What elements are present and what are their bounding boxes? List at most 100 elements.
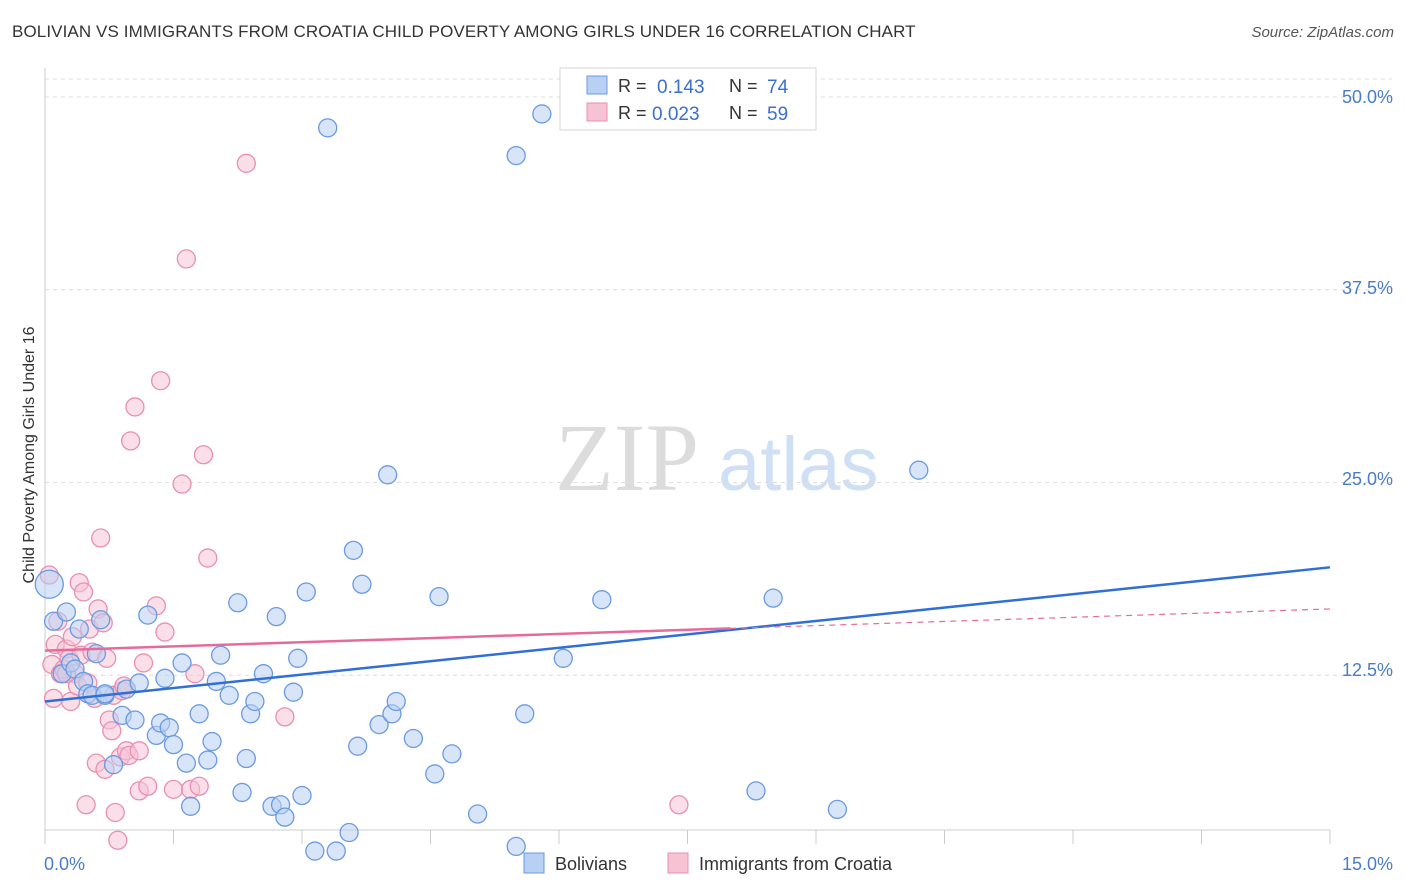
data-point bbox=[129, 741, 149, 761]
data-point bbox=[219, 685, 239, 705]
legend-r-value-pink: 0.023 bbox=[652, 104, 700, 125]
data-point bbox=[103, 755, 124, 775]
legend-n-value-blue: 74 bbox=[767, 77, 789, 98]
data-point bbox=[532, 104, 552, 124]
data-point bbox=[121, 431, 141, 451]
data-point bbox=[283, 682, 304, 702]
data-point bbox=[288, 648, 308, 668]
data-point bbox=[138, 776, 158, 796]
data-point bbox=[236, 153, 256, 173]
x-tick-label: 15.0% bbox=[1342, 854, 1393, 874]
data-point bbox=[506, 145, 526, 166]
data-point bbox=[108, 830, 128, 850]
data-point bbox=[176, 249, 197, 269]
data-point bbox=[305, 841, 325, 861]
data-point bbox=[202, 731, 222, 752]
legend-n-label: N = bbox=[729, 76, 758, 96]
data-point bbox=[425, 764, 445, 784]
data-point bbox=[34, 569, 64, 599]
data-point bbox=[386, 691, 406, 712]
trend-line-croatia bbox=[44, 627, 731, 652]
data-point bbox=[318, 118, 338, 138]
data-point bbox=[467, 804, 488, 824]
data-point bbox=[189, 776, 209, 796]
data-point bbox=[429, 586, 449, 607]
data-point bbox=[763, 588, 783, 608]
data-point bbox=[198, 750, 218, 770]
y-tick-label: 12.5% bbox=[1342, 660, 1393, 680]
data-point bbox=[352, 574, 372, 594]
data-point bbox=[506, 836, 526, 857]
data-point bbox=[553, 648, 573, 668]
bottom-legend-croatia: Immigrants from Croatia bbox=[699, 854, 893, 874]
data-point bbox=[150, 371, 171, 391]
data-point bbox=[746, 781, 766, 801]
data-point bbox=[348, 736, 368, 756]
data-point bbox=[73, 582, 94, 602]
data-point bbox=[236, 748, 256, 769]
bottom-legend-bolivians: Bolivians bbox=[555, 854, 627, 874]
source-label: Source: ZipAtlas.com bbox=[1251, 24, 1394, 41]
data-point bbox=[159, 718, 179, 738]
data-point bbox=[592, 590, 612, 610]
data-point bbox=[193, 445, 214, 465]
data-point bbox=[266, 607, 286, 627]
series-bolivians-points bbox=[34, 104, 929, 861]
legend-n-value-pink: 59 bbox=[767, 104, 788, 125]
legend-box: R = 0.143 N = 74 R = 0.023 N = 59 bbox=[559, 67, 817, 131]
bottom-legend-swatch-pink bbox=[667, 852, 689, 874]
bottom-legend: Bolivians Immigrants from Croatia bbox=[523, 852, 893, 874]
data-point bbox=[369, 714, 389, 735]
data-point bbox=[91, 528, 111, 548]
data-point bbox=[206, 671, 226, 692]
data-point bbox=[185, 664, 205, 684]
data-point bbox=[343, 540, 364, 560]
data-point bbox=[198, 548, 218, 568]
data-point bbox=[189, 704, 209, 724]
data-point bbox=[292, 785, 312, 806]
data-point bbox=[296, 582, 316, 602]
trend-line-croatia-extrapolated bbox=[730, 608, 1331, 629]
data-point bbox=[176, 753, 197, 773]
x-tick-label: 0.0% bbox=[44, 854, 85, 874]
legend-r-label: R = bbox=[618, 103, 647, 123]
data-point bbox=[403, 728, 424, 749]
legend-r-value-blue: 0.143 bbox=[657, 77, 705, 98]
watermark-zip: ZIP bbox=[555, 404, 699, 511]
data-point bbox=[232, 782, 252, 803]
axes bbox=[44, 68, 1331, 844]
data-point bbox=[210, 645, 231, 665]
bottom-legend-swatch-blue bbox=[523, 852, 545, 874]
y-tick-label: 50.0% bbox=[1342, 87, 1393, 107]
data-point bbox=[326, 841, 346, 861]
data-point bbox=[129, 673, 149, 693]
data-point bbox=[180, 796, 201, 816]
trend-lines bbox=[44, 566, 1331, 703]
data-point bbox=[76, 795, 96, 815]
data-point bbox=[86, 644, 107, 664]
data-point bbox=[172, 653, 192, 673]
data-point bbox=[172, 474, 192, 494]
data-point bbox=[105, 802, 125, 823]
data-point bbox=[102, 721, 122, 741]
data-point bbox=[138, 605, 158, 625]
data-point bbox=[442, 744, 462, 764]
data-point bbox=[91, 610, 111, 630]
data-point bbox=[133, 653, 154, 673]
data-point bbox=[827, 799, 848, 820]
y-tick-label: 37.5% bbox=[1342, 278, 1393, 298]
data-point bbox=[515, 704, 535, 724]
data-point bbox=[228, 593, 248, 613]
legend-r-label: R = bbox=[618, 76, 647, 96]
data-point bbox=[69, 619, 89, 639]
legend-n-label: N = bbox=[729, 103, 758, 123]
trend-line-bolivians bbox=[44, 566, 1331, 703]
legend-swatch-blue bbox=[586, 75, 608, 95]
data-point bbox=[155, 668, 175, 688]
y-tick-label: 25.0% bbox=[1342, 469, 1393, 489]
data-point bbox=[275, 707, 295, 727]
data-point bbox=[378, 465, 398, 485]
data-point bbox=[163, 779, 184, 800]
data-point bbox=[275, 807, 295, 827]
